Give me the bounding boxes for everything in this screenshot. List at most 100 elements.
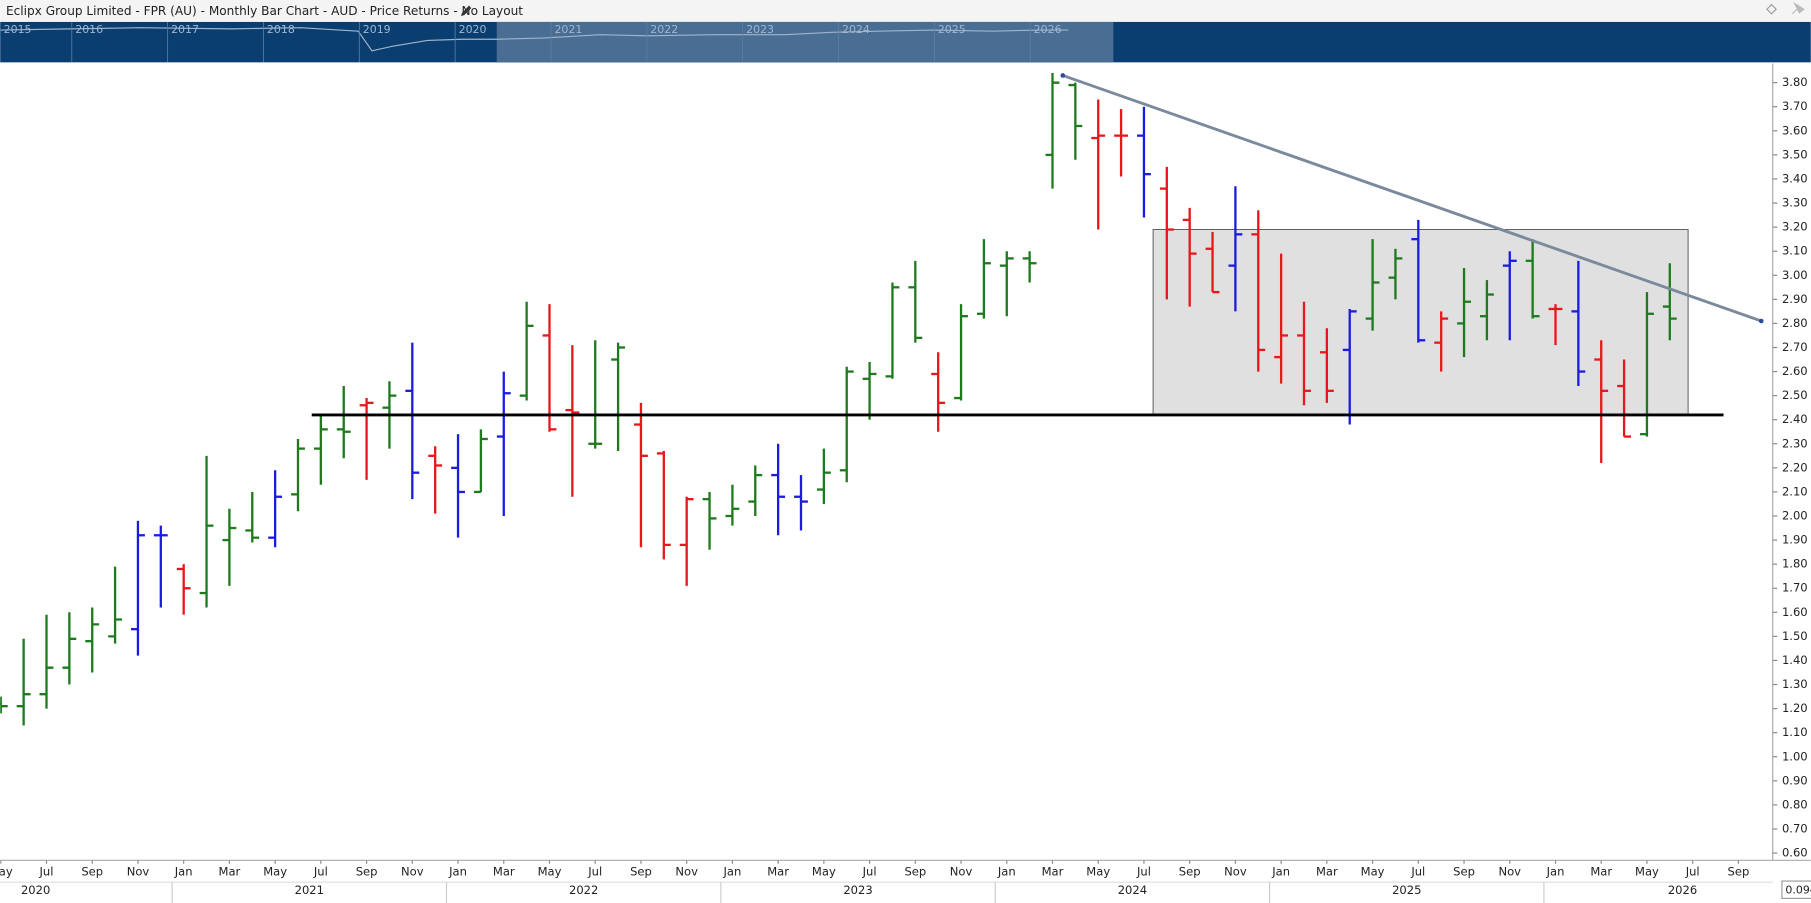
y-tick-label: 2.10	[1782, 484, 1808, 498]
navigator-year: 2026	[1034, 23, 1062, 36]
ohlc-bar	[153, 525, 168, 608]
ohlc-bar	[1274, 253, 1289, 384]
ohlc-bar	[542, 304, 557, 432]
x-tick-label: Sep	[81, 864, 103, 878]
ohlc-bar	[85, 607, 100, 673]
ohlc-bar	[1228, 186, 1243, 312]
navigator[interactable]: 2015 2016 2017 2018 2019 2020 2021 2022 2023 2024…	[0, 21, 1811, 63]
x-tick-label: Nov	[1224, 864, 1247, 878]
x-tick-label: Sep	[1728, 864, 1750, 878]
ohlc-bar	[1502, 251, 1517, 341]
ohlc-bar	[16, 638, 31, 726]
y-tick-label: 3.70	[1782, 99, 1808, 113]
range-box	[1152, 229, 1689, 416]
ohlc-bar	[1068, 82, 1083, 160]
navigator-year: 2016	[75, 23, 103, 36]
x-tick-label: Sep	[356, 864, 378, 878]
navigator-year: 2017	[171, 23, 199, 36]
x-tick-label: May	[538, 864, 562, 878]
ohlc-bar	[62, 612, 77, 685]
ohlc-bar	[1548, 304, 1563, 346]
chart-title: Eclipx Group Limited - FPR (AU) - Monthl…	[6, 4, 523, 18]
ohlc-bar	[748, 465, 763, 517]
ohlc-bar	[702, 491, 717, 550]
diamond-icon[interactable]	[1766, 3, 1777, 15]
ohlc-bar	[976, 239, 991, 319]
navigator-year: 2019	[363, 23, 391, 36]
ohlc-bar	[839, 366, 854, 483]
ohlc-bar	[1319, 328, 1334, 403]
ohlc-bar	[1571, 260, 1586, 387]
year-label: 2026	[1668, 883, 1697, 897]
ohlc-bar	[1457, 268, 1471, 358]
y-tick-label: 0.80	[1782, 797, 1808, 811]
ohlc-bar	[1045, 73, 1060, 189]
ohlc-bar	[1182, 207, 1197, 307]
navigator-year: 2015	[4, 23, 32, 36]
x-tick-label: Jul	[587, 864, 602, 878]
y-tick-label: 3.10	[1782, 244, 1808, 258]
header-bar	[0, 0, 1811, 22]
y-tick-label: 3.00	[1782, 268, 1808, 282]
y-tick-label: 1.20	[1782, 701, 1808, 715]
y-tick-label: 0.70	[1782, 821, 1808, 835]
bars	[0, 73, 1677, 726]
navigator-year: 2021	[554, 23, 582, 36]
y-tick-label: 3.80	[1782, 75, 1808, 89]
plot-area	[0, 63, 1773, 861]
navigator-year: 2024	[842, 23, 870, 36]
ohlc-bar	[885, 282, 900, 379]
ohlc-bar	[1525, 239, 1540, 319]
ohlc-bar	[405, 342, 420, 500]
price-box	[1781, 880, 1811, 899]
x-tick-label: Sep	[630, 864, 652, 878]
ohlc-bar	[931, 352, 946, 432]
y-tick-label: 1.60	[1782, 605, 1808, 619]
y-tick-label: 2.80	[1782, 316, 1808, 330]
ohlc-bar	[1434, 311, 1449, 372]
ohlc-bar	[1114, 109, 1129, 177]
y-tick-label: 2.50	[1782, 388, 1808, 402]
y-tick-label: 2.40	[1782, 412, 1808, 426]
ohlc-bar	[771, 443, 786, 536]
x-tick-label: Mar	[219, 864, 241, 878]
ohlc-bar	[291, 438, 305, 512]
ohlc-bar	[634, 402, 648, 548]
x-tick-label: May	[1086, 864, 1110, 878]
ohlc-bar	[1159, 166, 1174, 300]
y-tick-label: 1.80	[1782, 557, 1808, 571]
y-tick-label: 0.60	[1782, 846, 1808, 860]
y-tick-label: 3.50	[1782, 147, 1808, 161]
x-tick-label: Jul	[313, 864, 328, 878]
navigator-year: 2018	[267, 23, 295, 36]
ohlc-bar	[588, 340, 603, 449]
drawings-top	[311, 73, 1764, 417]
ohlc-bar	[908, 260, 923, 343]
x-tick-label: Jan	[1271, 864, 1290, 878]
ohlc-bar	[313, 414, 328, 485]
ohlc-bar	[519, 301, 534, 401]
ohlc-bar	[0, 696, 8, 714]
y-tick-label: 3.20	[1782, 220, 1808, 234]
y-tick-label: 1.40	[1782, 653, 1808, 667]
navigator-line	[0, 27, 1069, 52]
ohlc-bar	[1411, 219, 1426, 343]
trend-line	[1062, 74, 1762, 323]
year-label: 2021	[295, 883, 324, 897]
navigator-window[interactable]	[496, 21, 1114, 63]
ohlc-bar	[954, 304, 968, 401]
ohlc-bar	[816, 448, 831, 504]
y-tick-label: 1.50	[1782, 629, 1808, 643]
ohlc-bar	[1365, 239, 1380, 331]
y-tick-label: 0.90	[1782, 773, 1808, 787]
ohlc-bar	[862, 361, 877, 420]
ohlc-bar	[1617, 359, 1632, 438]
x-tick-label: Nov	[401, 864, 424, 878]
navigator-year: 2020	[459, 23, 487, 36]
pin-icon[interactable]	[1791, 1, 1805, 15]
ohlc-bar	[1091, 99, 1106, 230]
edit-icon[interactable]	[460, 5, 472, 17]
ohlc-bar	[725, 484, 740, 526]
